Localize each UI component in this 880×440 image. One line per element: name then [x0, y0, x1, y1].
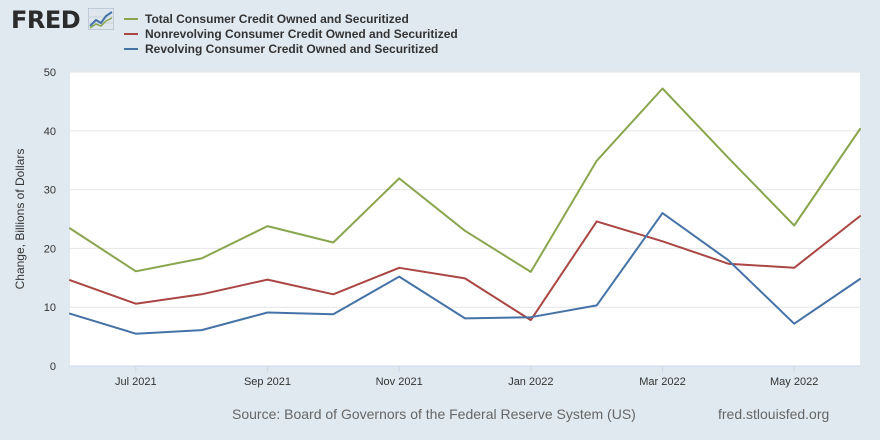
y-tick-label: 10 [44, 302, 56, 314]
y-axis-label: Change, Billions of Dollars [13, 149, 27, 290]
legend-swatch [124, 32, 138, 35]
plot-area [70, 72, 860, 366]
x-tick-label: Mar 2022 [639, 376, 685, 388]
series-line-3 [69, 212, 861, 335]
site-url[interactable]: fred.stlouisfed.org [718, 406, 830, 422]
x-tick-label: Sep 2021 [244, 376, 291, 388]
y-tick-label: 40 [44, 126, 56, 138]
legend-swatch [124, 17, 138, 20]
legend-swatch [124, 47, 138, 50]
series-line-1 [69, 87, 861, 273]
y-tick-label: 50 [44, 67, 56, 79]
series-line-2 [69, 215, 861, 322]
legend-item[interactable]: Total Consumer Credit Owned and Securiti… [124, 11, 458, 26]
legend-label: Nonrevolving Consumer Credit Owned and S… [145, 26, 458, 41]
x-tick-label: Jan 2022 [508, 376, 553, 388]
fred-logo-graph-icon [88, 8, 114, 30]
y-tick-label: 30 [44, 185, 56, 197]
x-tick-label: May 2022 [770, 376, 818, 388]
legend-label: Revolving Consumer Credit Owned and Secu… [145, 41, 439, 56]
fred-logo[interactable]: FRED [11, 6, 81, 34]
legend: Total Consumer Credit Owned and Securiti… [124, 11, 458, 56]
y-tick-label: 0 [50, 361, 56, 373]
y-tick-label: 20 [44, 243, 56, 255]
legend-label: Total Consumer Credit Owned and Securiti… [145, 11, 409, 26]
legend-item[interactable]: Revolving Consumer Credit Owned and Secu… [124, 41, 458, 56]
x-tick-label: Jul 2021 [115, 376, 157, 388]
x-tick-label: Nov 2021 [376, 376, 423, 388]
legend-item[interactable]: Nonrevolving Consumer Credit Owned and S… [124, 26, 458, 41]
source-note: Source: Board of Governors of the Federa… [232, 406, 636, 422]
